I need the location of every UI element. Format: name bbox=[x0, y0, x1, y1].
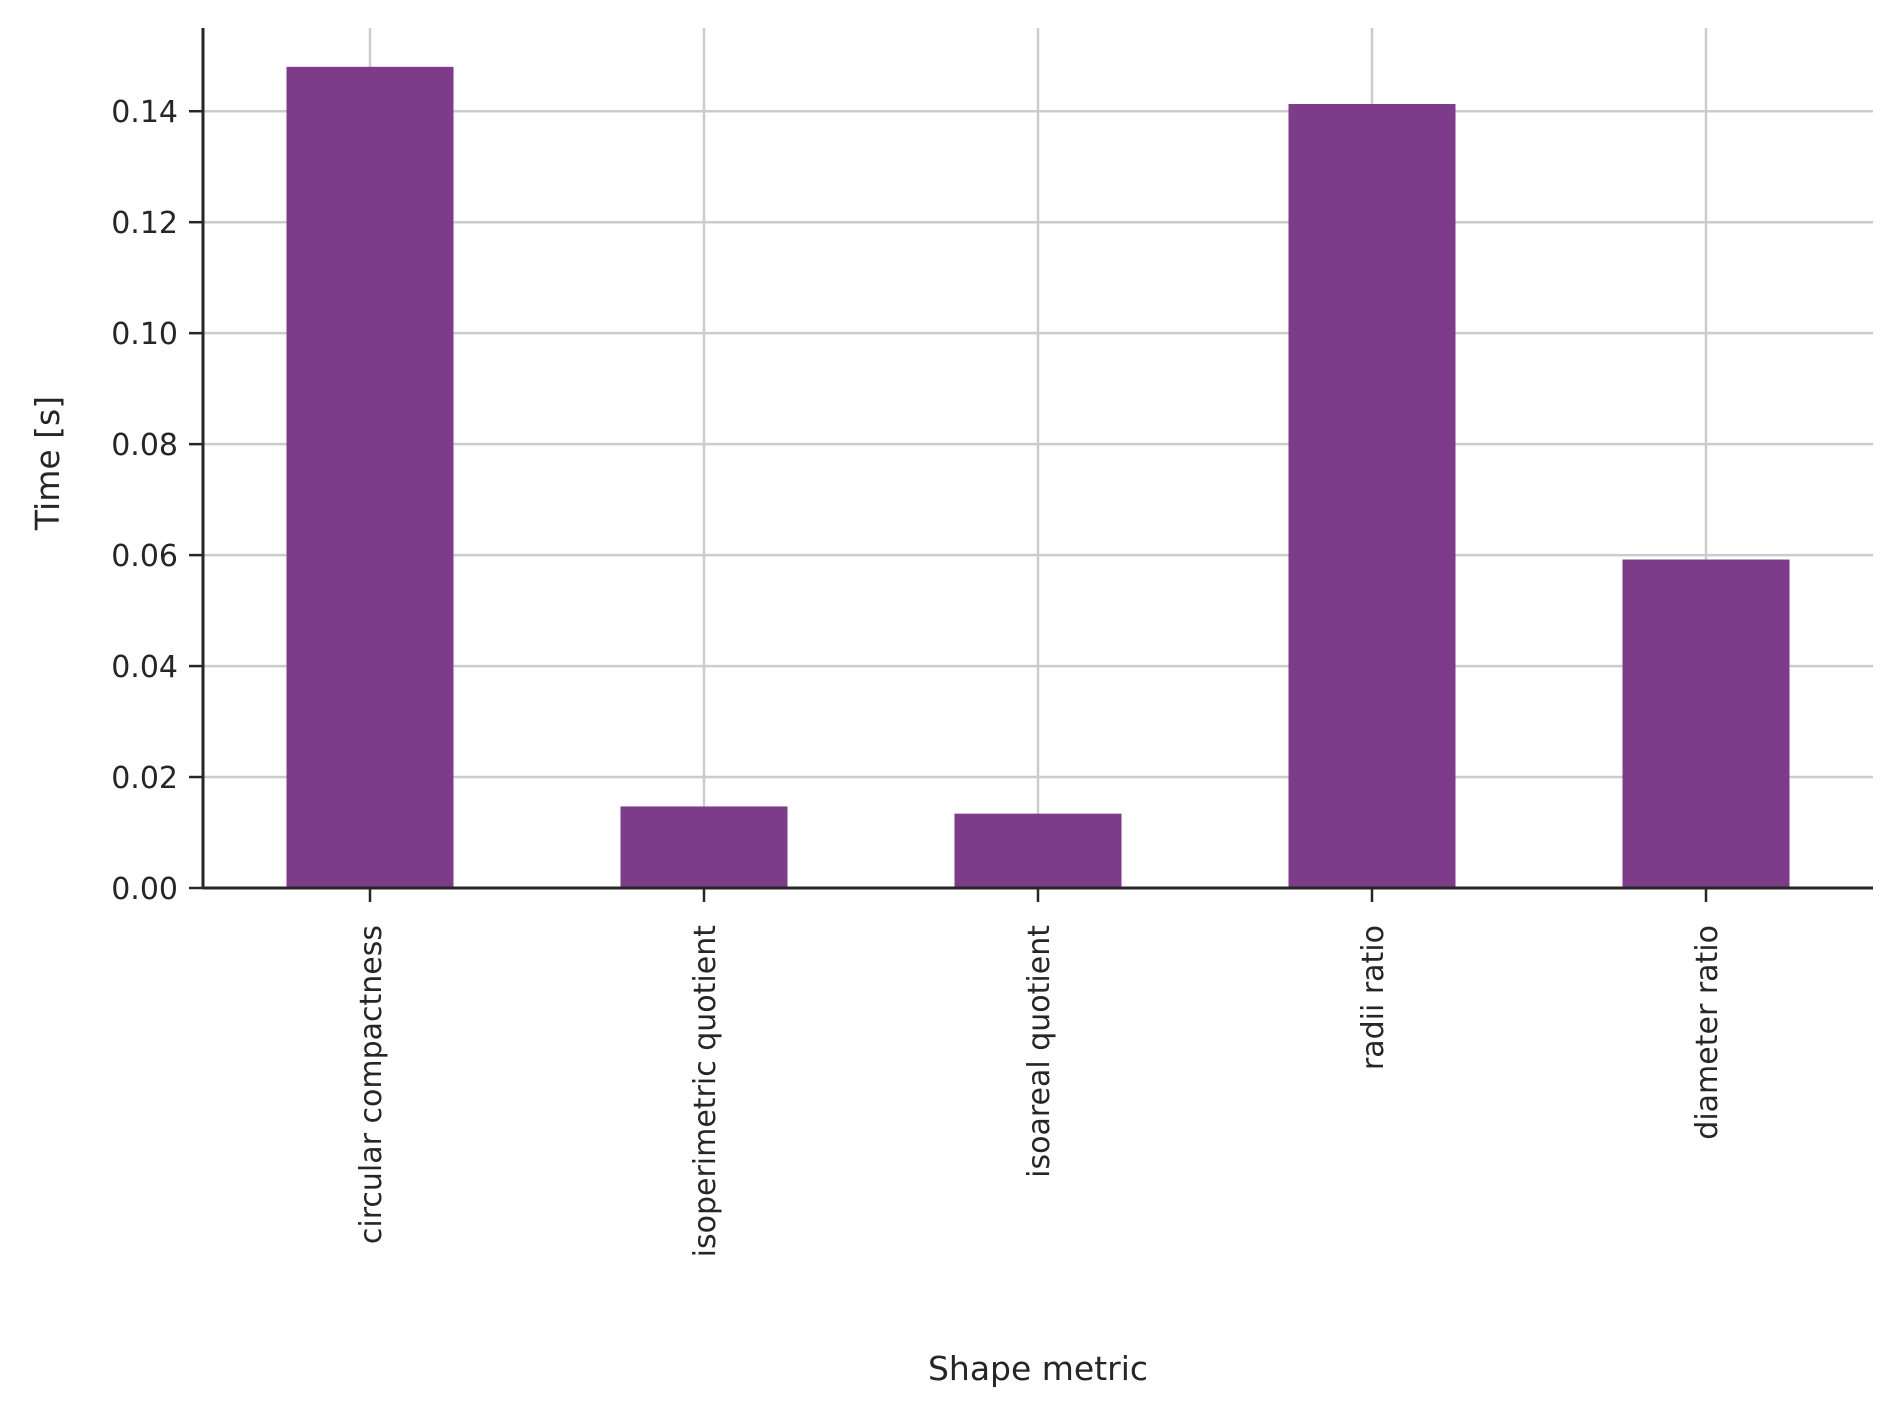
bar bbox=[286, 66, 454, 889]
y-tick-label: 0.12 bbox=[111, 206, 178, 241]
x-tick-label: diameter ratio bbox=[1690, 925, 1725, 1140]
bar bbox=[1622, 559, 1790, 888]
y-tick-label: 0.00 bbox=[111, 872, 178, 907]
x-axis-title: Shape metric bbox=[928, 1349, 1148, 1388]
bar bbox=[954, 813, 1122, 888]
y-tick-label: 0.10 bbox=[111, 317, 178, 352]
y-tick-label: 0.06 bbox=[111, 539, 178, 574]
bars bbox=[286, 66, 1790, 889]
bar bbox=[1288, 104, 1456, 889]
y-axis-title: Time [s] bbox=[28, 396, 67, 531]
x-tick-label: circular compactness bbox=[354, 925, 389, 1244]
x-tick-label: isoperimetric quotient bbox=[688, 925, 723, 1258]
x-tick-label: radii ratio bbox=[1356, 925, 1391, 1070]
y-tick-label: 0.02 bbox=[111, 761, 178, 796]
y-tick-label: 0.14 bbox=[111, 95, 178, 130]
y-tick-label: 0.04 bbox=[111, 650, 178, 685]
axes bbox=[189, 28, 1873, 902]
bar bbox=[620, 806, 788, 888]
x-tick-label: isoareal quotient bbox=[1022, 925, 1057, 1178]
tick-labels: 0.00 0.02 0.04 0.06 0.08 0.10 0.12 0.14 circular… bbox=[111, 95, 1725, 1257]
y-tick-label: 0.08 bbox=[111, 428, 178, 463]
